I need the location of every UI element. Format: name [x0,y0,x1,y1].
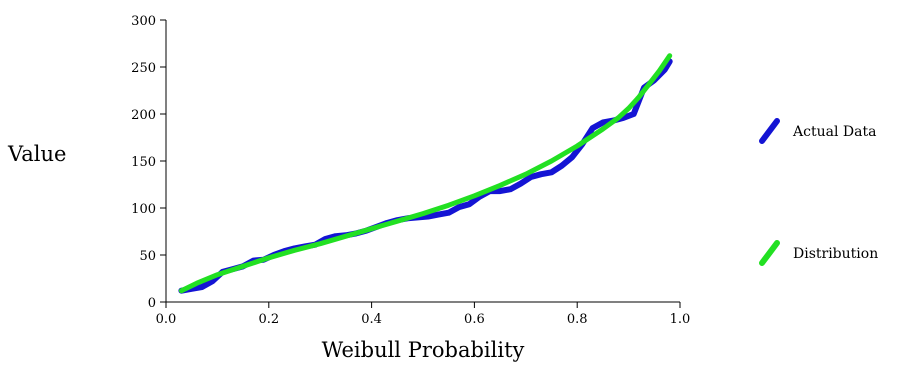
y-tick-label: 250 [131,61,156,76]
y-axis-title: Value [7,142,66,166]
plot-area [178,53,673,294]
legend-label: Distribution [793,246,878,262]
series-line-distribution [178,53,673,294]
x-axis-title: Weibull Probability [322,338,525,362]
y-tick-label: 50 [139,249,156,264]
x-tick-label: 0.6 [464,312,485,327]
y-tick-label: 100 [131,202,156,217]
axes: 0 50 100 150 200 250 300 0.0 0.2 0.4 0.6 0.8 1.0 [131,14,690,327]
x-tick-label: 0.2 [258,312,279,327]
y-tick-label: 0 [148,296,156,311]
y-tick-label: 300 [131,14,156,29]
x-tick-label: 0.4 [361,312,382,327]
legend-swatch [759,118,780,144]
legend-label: Actual Data [792,124,876,140]
x-tick-label: 0.0 [156,312,177,327]
x-tick-label: 0.8 [567,312,588,327]
series-line-actual-data [178,58,673,294]
legend: Actual Data Distribution [759,118,878,266]
legend-swatch [759,240,780,266]
y-tick-label: 200 [131,108,156,123]
x-tick-label: 1.0 [670,312,691,327]
y-tick-label: 150 [131,155,156,170]
